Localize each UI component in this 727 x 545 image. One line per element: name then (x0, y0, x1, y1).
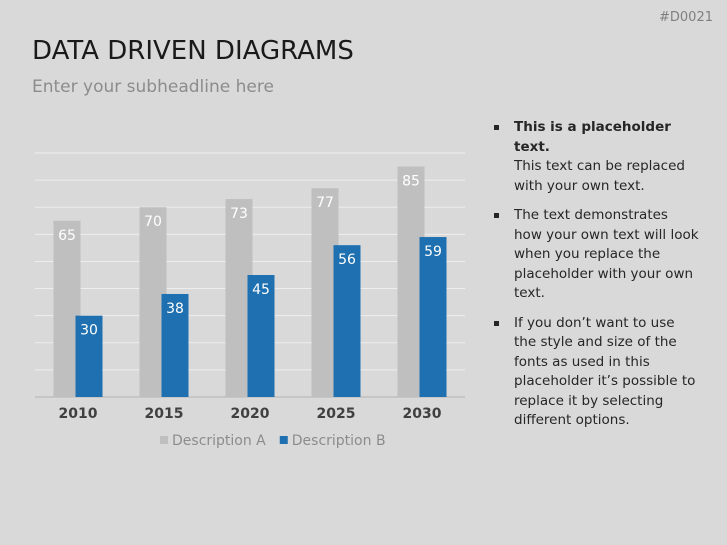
legend-label: Description A (172, 433, 266, 449)
x-tick-label: 2015 (145, 406, 184, 422)
bar (333, 245, 361, 397)
legend-label: Description B (292, 433, 386, 449)
bullet-text: If you don’t want to use the style and s… (514, 314, 696, 429)
bar (419, 237, 447, 397)
bar (75, 315, 103, 397)
slide-code: #D0021 (659, 10, 713, 25)
bullet-text: The text demonstrates how your own text … (514, 207, 699, 301)
bullet-bold: This is a placeholder text. (514, 119, 671, 155)
data-label: 38 (166, 301, 184, 317)
data-label: 65 (58, 228, 76, 244)
x-tick-label: 2010 (59, 406, 98, 422)
x-tick-label: 2020 (231, 406, 270, 422)
bullet-text: This text can be replaced with your own … (514, 158, 685, 194)
data-label: 77 (316, 195, 334, 211)
bullet: The text demonstrates how your own text … (494, 206, 699, 304)
data-label: 73 (230, 206, 248, 222)
data-label: 56 (338, 252, 356, 268)
data-label: 45 (252, 282, 270, 298)
bullet: If you don’t want to use the style and s… (494, 314, 699, 431)
data-label: 70 (144, 214, 162, 230)
x-tick-label: 2025 (317, 406, 356, 422)
bullet-list: This is a placeholder text. This text can… (494, 118, 699, 441)
data-label: 85 (402, 174, 420, 190)
bar (161, 293, 189, 397)
x-tick-label: 2030 (403, 406, 442, 422)
legend-swatch (279, 436, 288, 444)
chart: 2010 65 30 2015 70 38 2020 73 45 2025 77 56 2030 85 59… (35, 152, 465, 449)
legend-swatch (160, 436, 168, 444)
data-label: 30 (80, 323, 98, 339)
data-label: 59 (424, 244, 442, 260)
title: DATA DRIVEN DIAGRAMS (32, 36, 354, 66)
subtitle: Enter your subheadline here (32, 77, 274, 97)
bar (247, 275, 275, 397)
bullet: This is a placeholder text. This text can… (494, 118, 699, 196)
